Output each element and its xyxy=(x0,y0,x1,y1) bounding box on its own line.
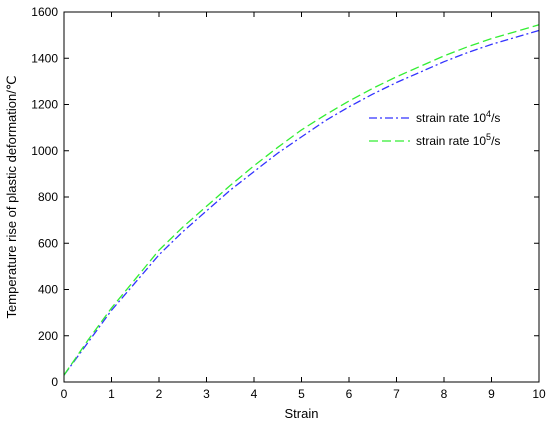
x-tick-label: 5 xyxy=(298,387,305,401)
x-tick-label: 2 xyxy=(156,387,163,401)
x-tick-label: 10 xyxy=(532,387,546,401)
y-tick-label: 1600 xyxy=(31,5,58,19)
y-tick-label: 200 xyxy=(38,329,58,343)
series-line-1 xyxy=(63,29,540,376)
y-tick-label: 0 xyxy=(51,375,58,389)
x-tick-label: 0 xyxy=(61,387,68,401)
series-line-2 xyxy=(63,24,540,376)
legend: strain rate 104/s strain rate 105/s xyxy=(369,109,500,148)
y-tick-label: 1200 xyxy=(31,98,58,112)
y-tick-label: 800 xyxy=(38,190,58,204)
series-layer xyxy=(63,24,540,376)
x-tick-label: 7 xyxy=(393,387,400,401)
plot-frame xyxy=(63,11,540,383)
legend-label-1: strain rate 104/s xyxy=(416,109,500,125)
y-tick-label: 600 xyxy=(38,236,58,250)
legend-label-2: strain rate 105/s xyxy=(416,132,500,148)
y-tick-label: 400 xyxy=(38,283,58,297)
x-tick-label: 1 xyxy=(108,387,115,401)
y-axis-label: Temperature rise of plastic deformation/… xyxy=(4,76,19,319)
plot-area xyxy=(64,12,539,382)
x-tick-label: 3 xyxy=(203,387,210,401)
y-tick-label: 1400 xyxy=(31,51,58,65)
x-tick-label: 9 xyxy=(488,387,495,401)
x-tick-label: 6 xyxy=(346,387,353,401)
x-axis-label: Strain xyxy=(285,406,319,421)
ticks-layer: 0 1 2 3 4 5 6 7 8 9 10 0 200 400 600 800 1000 1200 1400 160… xyxy=(31,5,546,401)
x-tick-label: 4 xyxy=(251,387,258,401)
x-tick-label: 8 xyxy=(441,387,448,401)
y-tick-label: 1000 xyxy=(31,144,58,158)
